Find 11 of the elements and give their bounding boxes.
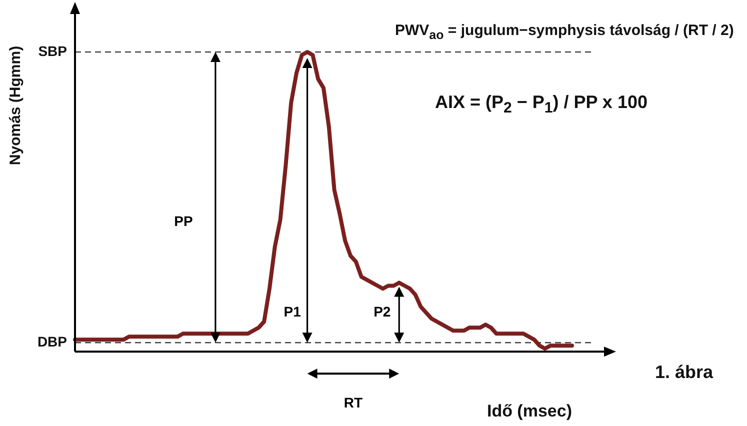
ref-line-label: SBP [38,42,67,59]
annotation: P2 [374,303,391,320]
text: RT [344,394,363,410]
annotation: P1 [284,303,302,320]
text: 1. ábra [655,362,714,383]
annotation: AIX = (P$_{2}$ − P$_{1}$) / PP x 100 [435,92,648,117]
y-axis-title: Nyomás (Hgmm) [8,45,24,165]
annotation: PP [174,213,193,230]
text: PWV$_{ao}$ = jugulum−symphysis távolság / (RT / 2) [395,22,735,42]
x-axis-title: Idő (msec) [486,401,572,420]
ref-line-label: DBP [37,333,67,350]
